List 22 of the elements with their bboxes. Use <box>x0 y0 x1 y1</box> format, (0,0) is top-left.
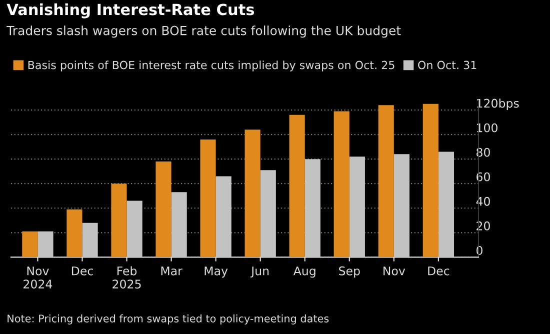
x-tick-label: Nov <box>384 266 406 276</box>
x-tick-label: Feb 2025 <box>112 266 141 289</box>
y-tick-label: 120bps <box>477 98 519 110</box>
x-tick-label: Sep <box>339 266 360 278</box>
y-tick-label: 100 <box>477 123 498 132</box>
legend-label: On Oct. 31 <box>418 60 476 70</box>
y-tick-label: 20 <box>476 221 490 230</box>
y-tick-label: 60 <box>476 172 490 182</box>
x-tick-label: Mar <box>161 266 182 276</box>
y-tick-label: 80 <box>476 148 490 157</box>
x-tick-label: Dec <box>72 266 93 276</box>
y-tick-label: 0 <box>476 246 482 255</box>
x-tick-label: Jun <box>250 266 269 278</box>
x-tick-label: Nov 2024 <box>24 266 52 289</box>
y-tick-label: 40 <box>476 196 490 206</box>
text: Note: Pricing derived from swaps tied to policy-meeting dates <box>8 314 329 324</box>
legend-label: Basis points of BOE interest rate cuts implied by swaps on Oct. 25 <box>28 60 394 72</box>
chart-subtitle: Traders slash wagers on BOE rate cuts following the UK budget <box>6 26 401 38</box>
x-tick-label: Dec <box>428 266 450 276</box>
chart-title: Vanishing Interest-Rate Cuts <box>6 3 254 18</box>
x-tick-label: May <box>204 266 228 278</box>
x-tick-label: Aug <box>293 266 316 278</box>
